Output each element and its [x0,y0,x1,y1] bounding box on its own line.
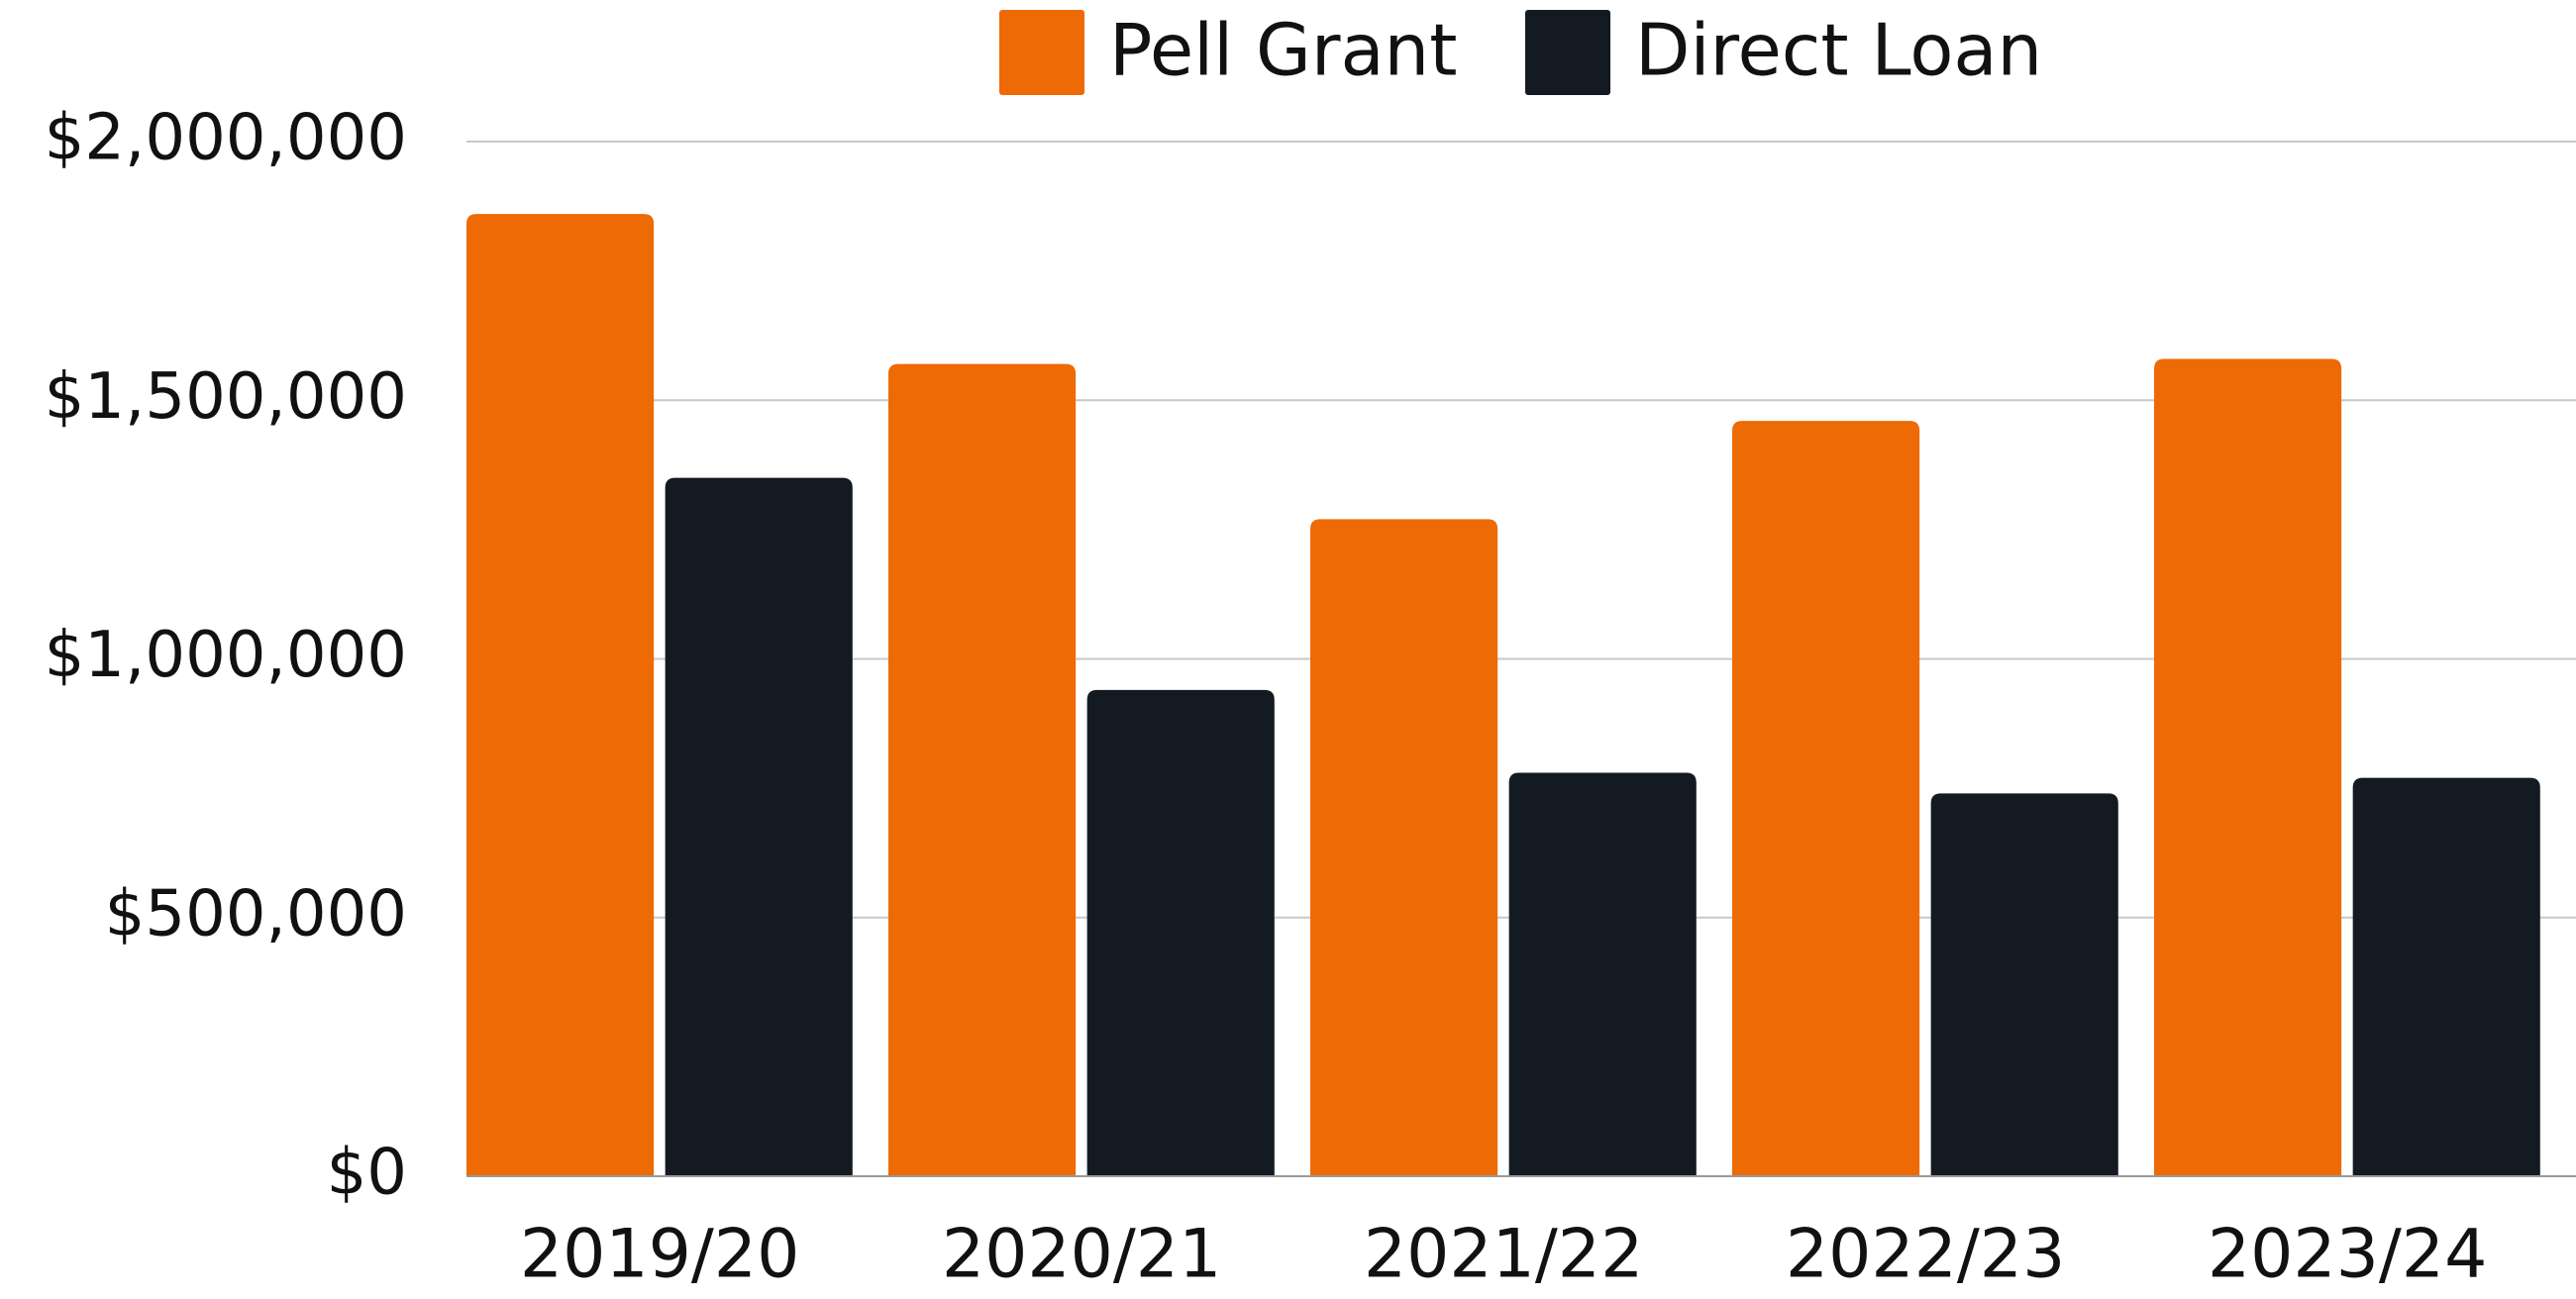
x-tick-label: 2023/24 [2208,1216,2488,1294]
bar [466,214,655,1176]
bar [2154,358,2342,1176]
x-tick-label: 2019/20 [520,1216,800,1294]
y-tick-label: $1,500,000 [45,360,407,434]
legend-swatch [1525,10,1610,95]
y-tick-label: $0 [327,1137,407,1210]
bar [888,363,1077,1176]
y-tick-label: $1,000,000 [45,619,407,692]
bar [1732,421,1920,1176]
legend-label: Pell Grant [1109,9,1457,92]
bar [1930,793,2118,1176]
x-tick-label: 2020/21 [942,1216,1222,1294]
bar [1508,772,1697,1176]
legend-swatch [999,10,1084,95]
bar [2352,777,2540,1176]
x-tick-label: 2021/22 [1364,1216,1644,1294]
bar [1086,689,1275,1176]
y-tick-label: $2,000,000 [45,102,407,175]
x-tick-label: 2022/23 [1786,1216,2066,1294]
bar [665,477,853,1176]
bar [1310,519,1498,1176]
legend-label: Direct Loan [1635,9,2042,92]
y-tick-label: $500,000 [105,877,407,950]
